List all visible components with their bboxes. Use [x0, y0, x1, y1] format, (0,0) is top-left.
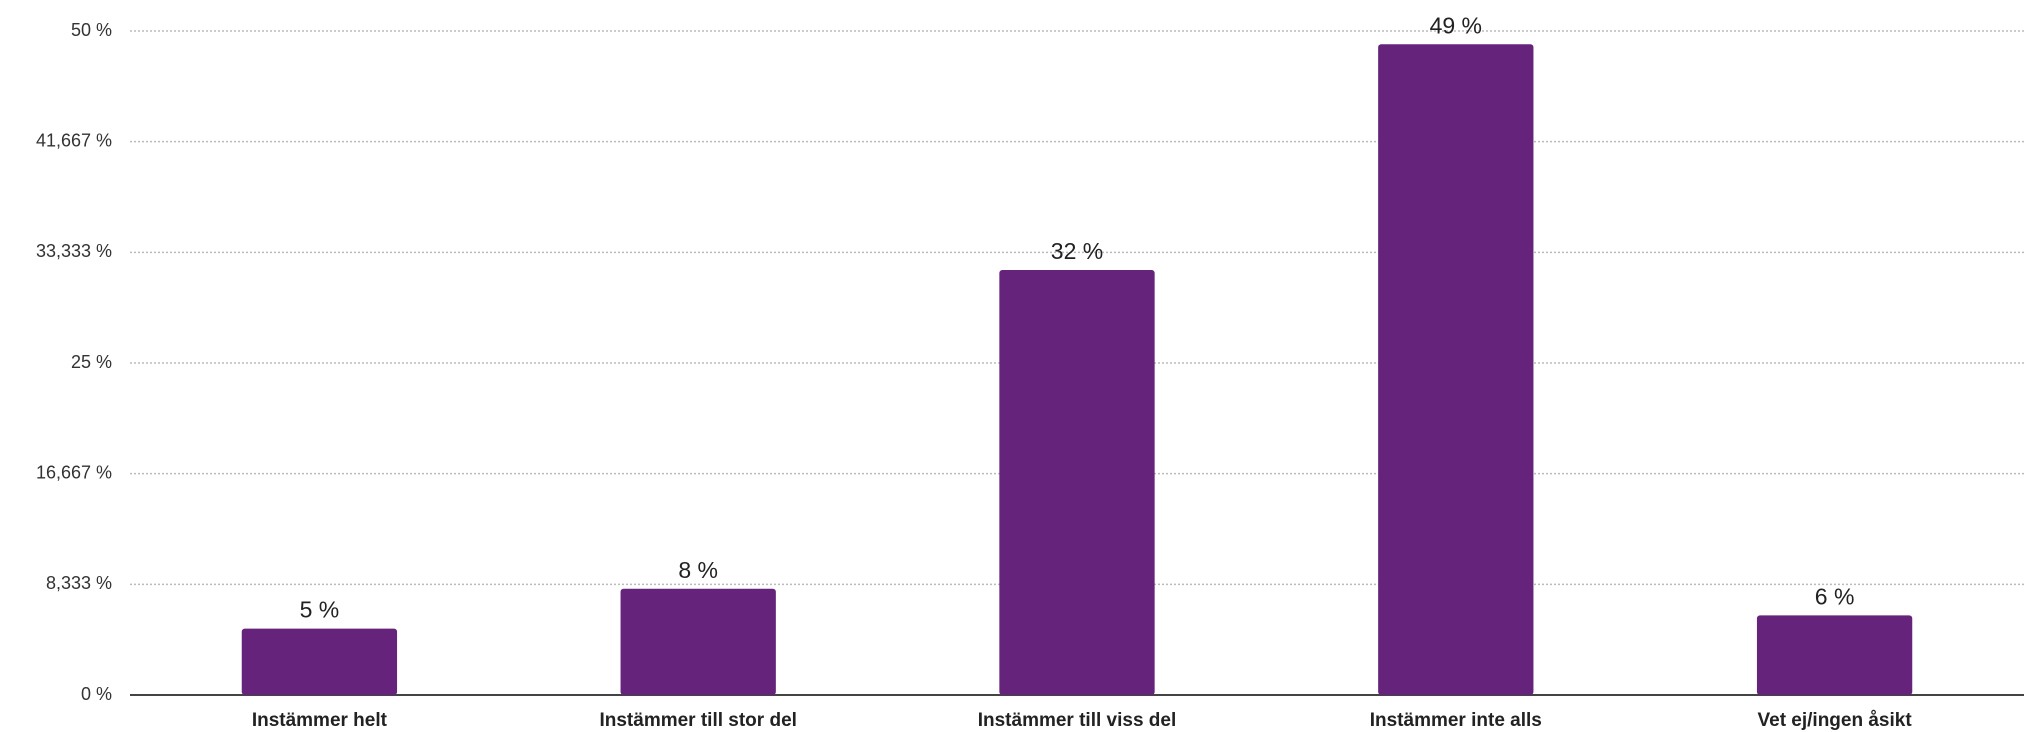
- y-tick-label: 33,333 %: [36, 241, 112, 261]
- y-tick-label: 16,667 %: [36, 462, 112, 482]
- x-tick-label: Instämmer till viss del: [978, 710, 1177, 731]
- bar: [1756, 615, 1913, 695]
- bar: [620, 588, 776, 695]
- x-tick-label: Vet ej/ingen åsikt: [1758, 710, 1913, 731]
- y-tick-label: 8,333 %: [46, 573, 112, 593]
- bar: [241, 628, 398, 695]
- value-label: 32 %: [1051, 238, 1103, 264]
- bar: [999, 270, 1155, 695]
- x-tick-label: Instämmer inte alls: [1370, 710, 1542, 731]
- bar: [1378, 44, 1534, 695]
- value-label: 5 %: [300, 597, 340, 623]
- y-tick-label: 0 %: [81, 684, 112, 704]
- y-tick-label: 25 %: [71, 352, 112, 372]
- value-label: 49 %: [1430, 12, 1482, 38]
- x-tick-label: Instämmer till stor del: [599, 710, 796, 731]
- value-label: 6 %: [1815, 583, 1855, 609]
- value-label: 8 %: [678, 557, 718, 583]
- y-tick-label: 41,667 %: [36, 130, 112, 150]
- x-tick-label: Instämmer helt: [252, 710, 388, 731]
- y-tick-label: 50 %: [71, 20, 112, 40]
